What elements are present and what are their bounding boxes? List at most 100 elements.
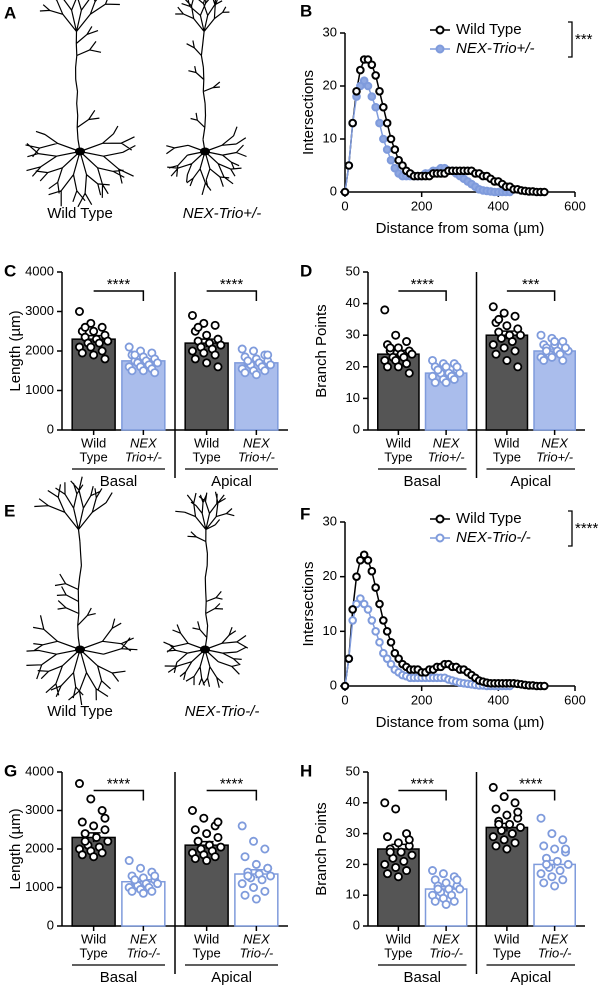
- x-tick-label: Wild: [386, 435, 411, 450]
- y-tick-label: 0: [330, 677, 337, 692]
- data-point: [352, 572, 361, 581]
- data-point: [147, 886, 157, 896]
- y-tick-label: 0: [47, 917, 54, 932]
- data-point: [379, 102, 388, 112]
- data-point: [348, 616, 357, 625]
- data-point: [393, 838, 403, 848]
- significance-label: ****: [220, 276, 244, 293]
- data-point: [91, 832, 101, 842]
- neuron-drawing: [25, 0, 136, 208]
- x-tick-label: Trio+/-: [428, 449, 466, 464]
- neuron-soma: [200, 147, 210, 156]
- data-point: [127, 886, 137, 896]
- data-point: [402, 866, 412, 876]
- data-point: [382, 118, 392, 128]
- data-point: [433, 365, 443, 375]
- data-point: [382, 869, 392, 879]
- y-tick-label: 50: [346, 263, 360, 278]
- data-point: [127, 366, 137, 376]
- legend-marker: [435, 44, 445, 54]
- data-point: [213, 362, 223, 372]
- y-tick-label: 1000: [25, 382, 54, 397]
- x-tick-label: Wild: [81, 435, 106, 450]
- data-point: [187, 310, 197, 320]
- x-tick-label: Type: [493, 449, 521, 464]
- group-label: Apical: [211, 473, 252, 490]
- significance-bracket: [398, 789, 447, 801]
- y-tick-label: 30: [323, 24, 337, 39]
- data-point: [402, 337, 412, 347]
- data-point: [380, 305, 390, 315]
- data-point: [513, 807, 523, 817]
- y-tick-label: 20: [323, 568, 337, 583]
- data-point: [367, 92, 377, 101]
- panel-letter: A: [4, 3, 16, 22]
- data-point: [243, 356, 253, 366]
- data-point: [251, 859, 261, 869]
- data-point: [452, 875, 462, 885]
- data-point: [150, 871, 160, 881]
- data-point: [367, 566, 377, 576]
- y-tick-label: 3000: [25, 802, 54, 817]
- data-point: [379, 134, 388, 144]
- data-point: [352, 87, 361, 96]
- data-point: [382, 832, 392, 842]
- data-point: [371, 627, 380, 636]
- x-tick-label: NEX: [243, 931, 271, 946]
- data-point: [550, 881, 560, 891]
- data-point: [86, 342, 96, 352]
- group-label: Apical: [211, 969, 252, 986]
- data-point: [515, 330, 525, 340]
- data-point: [390, 648, 400, 658]
- panel-letter: D: [300, 261, 312, 280]
- y-tick-label: 40: [346, 295, 360, 310]
- neuron-soma: [75, 645, 85, 654]
- significance-bracket: [506, 290, 556, 301]
- data-point: [452, 362, 462, 372]
- group-label: Basal: [100, 473, 138, 490]
- data-point: [404, 368, 414, 378]
- data-point: [202, 829, 212, 839]
- y-tick-label: 50: [346, 763, 360, 778]
- data-point: [558, 835, 568, 845]
- significance-label: ***: [522, 276, 540, 293]
- x-tick-label: NEX: [541, 435, 569, 450]
- data-point: [499, 835, 509, 845]
- data-point: [77, 850, 87, 860]
- x-tick-label: Trio+/-: [536, 449, 574, 464]
- data-point: [391, 804, 401, 814]
- group-label: Apical: [510, 969, 551, 986]
- legend-marker: [435, 25, 445, 35]
- data-point: [213, 832, 223, 842]
- neuron-soma: [200, 645, 210, 654]
- x-tick-label: Wild: [194, 435, 219, 450]
- panel-letter: G: [4, 761, 17, 780]
- data-point: [385, 343, 395, 353]
- y-tick-label: 20: [323, 77, 337, 92]
- data-point: [502, 355, 512, 365]
- data-point: [375, 118, 384, 128]
- y-axis-title: Length (µm): [7, 808, 24, 889]
- data-point: [240, 852, 250, 862]
- data-point: [502, 810, 512, 820]
- data-point: [202, 856, 212, 866]
- data-point: [513, 362, 523, 372]
- x-tick-label: Trio+/-: [125, 449, 163, 464]
- significance-label: ****: [411, 276, 435, 293]
- x-tick-label: Type: [80, 945, 108, 960]
- bar: [184, 342, 229, 431]
- x-tick-label: Type: [193, 945, 221, 960]
- data-point: [80, 829, 90, 839]
- data-point: [488, 832, 498, 842]
- x-tick-label: Type: [384, 945, 412, 960]
- data-point: [237, 821, 247, 831]
- data-point: [89, 326, 99, 336]
- data-point: [499, 343, 509, 353]
- data-point: [407, 850, 417, 860]
- data-point: [150, 368, 160, 378]
- significance-bracket: [568, 510, 573, 547]
- data-point: [438, 869, 448, 879]
- drawing-caption: NEX-Trio+/-: [183, 205, 261, 222]
- data-point: [491, 841, 501, 851]
